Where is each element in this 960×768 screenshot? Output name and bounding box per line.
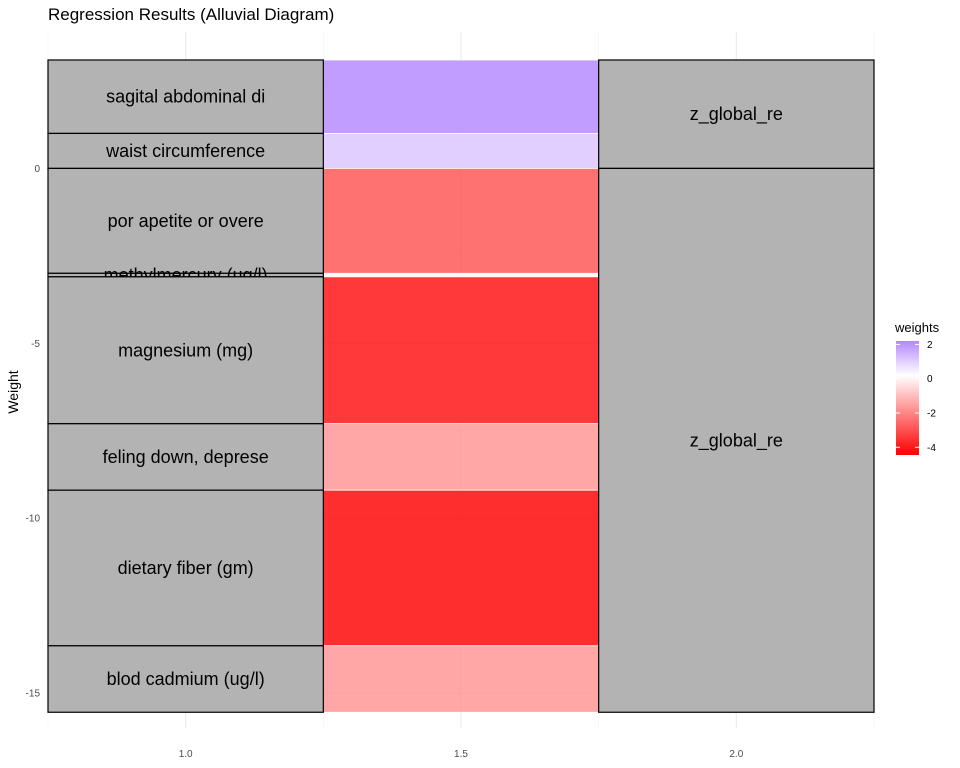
legend-tick-label: -2 xyxy=(927,409,936,420)
flow-band xyxy=(322,423,600,491)
x-tick-label: 2.0 xyxy=(729,749,743,760)
flow-band xyxy=(322,489,600,647)
legend-title: weights xyxy=(894,320,940,335)
y-tick-label: 0 xyxy=(34,164,40,175)
y-axis-label: Weight xyxy=(5,370,21,413)
flow-band xyxy=(322,168,600,274)
legend-tick-label: 0 xyxy=(927,374,933,385)
y-tick-label: -5 xyxy=(31,339,40,350)
stratum-box xyxy=(47,423,324,491)
stratum-box xyxy=(47,59,324,135)
flow-band xyxy=(322,645,600,713)
flow-band xyxy=(322,272,600,278)
stratum-label: sagital abdominal di xyxy=(106,87,265,107)
x-tick-label: 1.0 xyxy=(179,749,193,760)
target-box xyxy=(598,167,875,713)
stratum-box xyxy=(47,276,324,425)
y-axis-ticks: 0 -5 -10 -15 xyxy=(26,164,41,700)
stratum-box xyxy=(47,167,324,274)
x-tick-label: 1.5 xyxy=(454,749,468,760)
legend-colorbar xyxy=(896,341,919,455)
y-tick-label: -15 xyxy=(26,689,41,700)
flows xyxy=(322,59,600,713)
targets: z_global_re z_global_re xyxy=(598,59,875,713)
flow-band xyxy=(322,59,600,134)
legend-ticks: 2 0 -2 -4 xyxy=(896,340,936,454)
target-label: z_global_re xyxy=(690,430,783,451)
chart-title: Regression Results (Alluvial Diagram) xyxy=(48,5,334,24)
stratum-box xyxy=(47,489,324,647)
stratum-label: magnesium (mg) xyxy=(118,340,253,360)
target-box xyxy=(598,59,875,170)
stratum-label: por apetite or overe xyxy=(108,211,264,231)
stratum-label: blod cadmium (ug/l) xyxy=(107,669,265,689)
target-label: z_global_re xyxy=(690,104,783,125)
stratum-label: feling down, deprese xyxy=(103,447,269,467)
stratum-box xyxy=(47,645,324,713)
stratum-label: waist circumference xyxy=(105,141,265,161)
x-axis-ticks: 1.0 1.5 2.0 xyxy=(179,749,744,760)
legend-tick-label: 2 xyxy=(927,340,933,351)
flow-band xyxy=(322,276,600,425)
flow-band xyxy=(322,133,600,169)
legend: weights 2 0 -2 -4 xyxy=(894,320,940,455)
y-tick-label: -10 xyxy=(26,514,41,525)
legend-tick-label: -4 xyxy=(927,443,936,454)
stratum-box xyxy=(47,132,324,170)
stratum-label: dietary fiber (gm) xyxy=(118,558,254,578)
strata: sagital abdominal di waist circumference p… xyxy=(47,59,324,713)
